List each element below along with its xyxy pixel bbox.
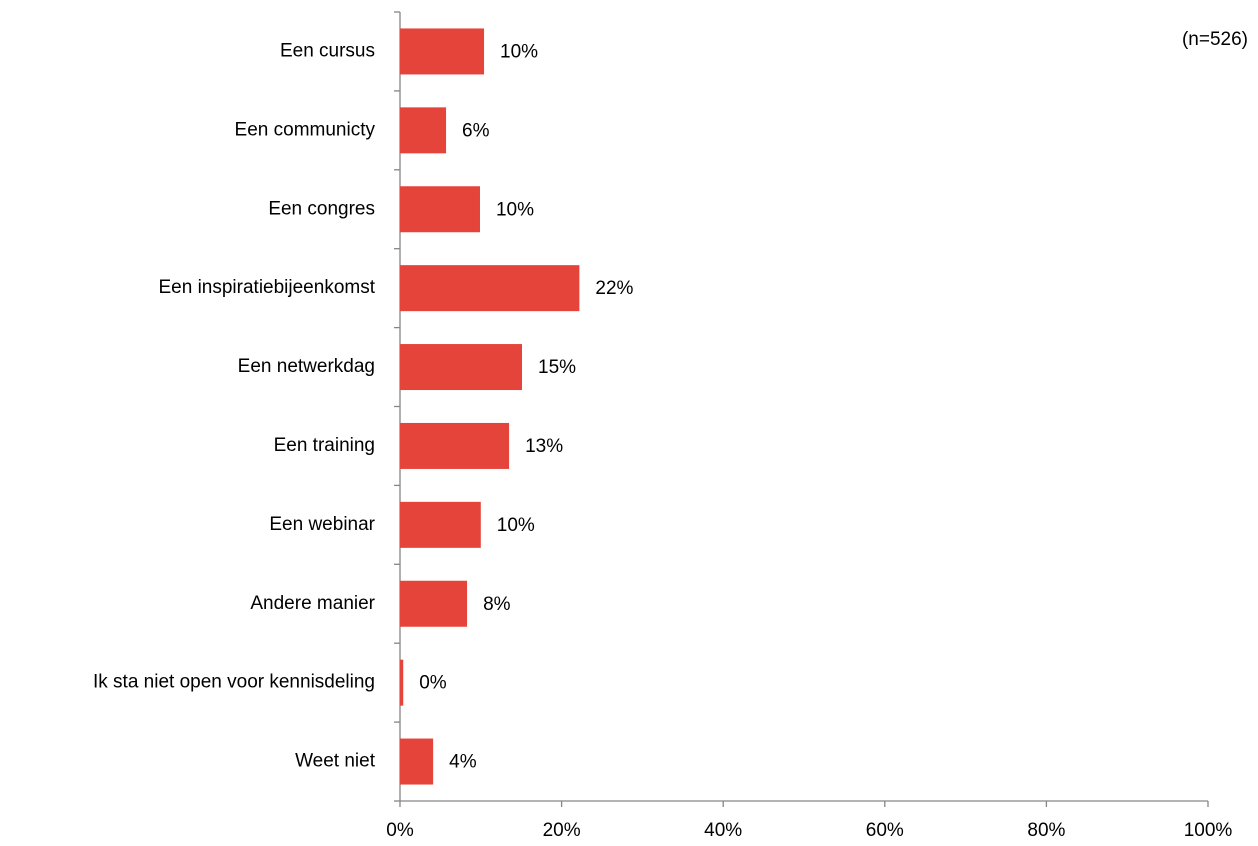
bar — [400, 422, 510, 469]
y-tick-label: Een netwerkdag — [238, 356, 375, 377]
y-tick-label: Weet niet — [295, 751, 376, 772]
value-label: 8% — [483, 594, 511, 615]
bar — [400, 28, 485, 75]
bar — [400, 265, 580, 312]
value-label: 10% — [500, 41, 538, 62]
y-tick-label: Een communicty — [235, 119, 376, 140]
value-label: 6% — [462, 120, 490, 141]
bar — [400, 344, 523, 391]
bar — [400, 501, 481, 548]
value-label: 10% — [496, 199, 534, 220]
value-label: 13% — [525, 436, 563, 457]
y-tick-label: Ik sta niet open voor kennisdeling — [93, 672, 375, 693]
y-tick-label: Een cursus — [280, 40, 375, 61]
x-tick-label: 80% — [1027, 820, 1065, 841]
bar — [400, 580, 468, 627]
y-tick-label: Een congres — [268, 198, 375, 219]
annotation: (n=526) — [1182, 29, 1248, 50]
bar — [400, 186, 480, 233]
y-tick-label: Een training — [274, 435, 375, 456]
value-label: 15% — [538, 357, 576, 378]
x-tick-label: 100% — [1184, 820, 1233, 841]
value-label: 10% — [497, 515, 535, 536]
y-tick-label: Andere manier — [250, 593, 375, 614]
x-tick-label: 60% — [866, 820, 904, 841]
bar — [400, 738, 434, 785]
bar — [400, 659, 404, 706]
value-label: 0% — [419, 673, 447, 694]
x-tick-label: 0% — [386, 820, 414, 841]
value-label: 22% — [595, 278, 633, 299]
value-label: 4% — [449, 752, 477, 773]
x-tick-label: 20% — [543, 820, 581, 841]
y-tick-label: Een webinar — [269, 514, 375, 535]
y-tick-label: Een inspiratiebijeenkomst — [158, 277, 375, 298]
bar — [400, 107, 447, 154]
x-tick-label: 40% — [704, 820, 742, 841]
